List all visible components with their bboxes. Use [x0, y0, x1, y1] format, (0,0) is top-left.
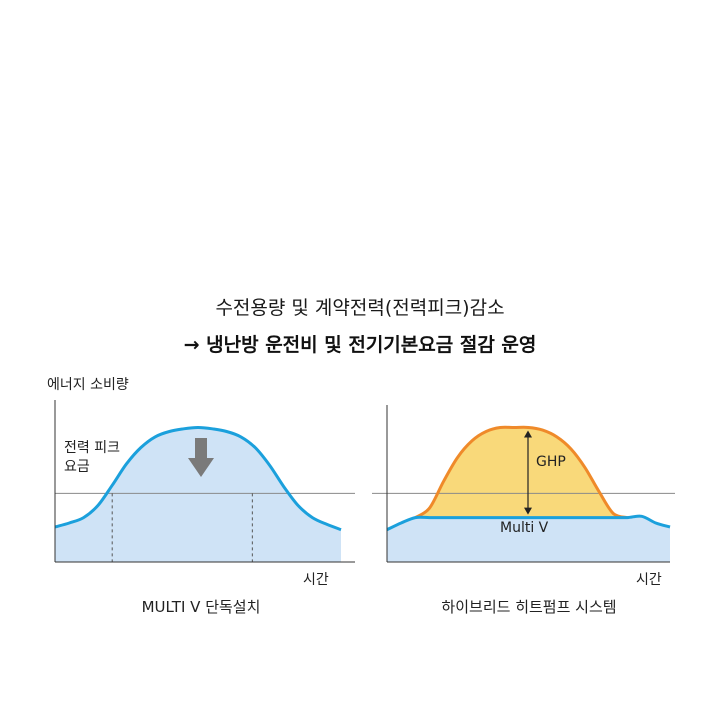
right-ghp-area: [415, 427, 628, 518]
right-x-axis-label: 시간: [636, 572, 662, 588]
left-area-fill: [55, 427, 341, 562]
right-chart-title: 하이브리드 히트펌프 시스템: [441, 598, 616, 616]
right-multiv-area: [387, 516, 670, 562]
right-ghp-line: [414, 425, 628, 520]
down-arrow-icon: [188, 438, 214, 477]
right-ghp-label: GHP: [536, 454, 566, 470]
right-multiv-line: [386, 514, 671, 532]
chart-right: GHP Multi V 시간 하이브리드 히트펌프 시스템: [372, 405, 675, 616]
headline-line-1: 수전용량 및 계약전력(전력피크)감소: [215, 297, 505, 319]
left-x-axis-label: 시간: [303, 572, 329, 588]
left-consumption-line: [54, 426, 342, 532]
left-peak-label-line2: 요금: [64, 459, 90, 475]
left-peak-label-line1: 전력 피크: [64, 440, 120, 456]
left-y-axis-label: 에너지 소비량: [47, 377, 129, 393]
headline-line-2: → 냉난방 운전비 및 전기기본요금 절감 운영: [183, 334, 537, 356]
ghp-height-arrow: [524, 430, 532, 515]
right-multiv-label: Multi V: [500, 520, 549, 536]
left-chart-title: MULTI V 단독설치: [142, 598, 261, 616]
chart-left: 에너지 소비량 전력 피크 요금 시간 MULTI V 단독설치: [47, 377, 355, 616]
